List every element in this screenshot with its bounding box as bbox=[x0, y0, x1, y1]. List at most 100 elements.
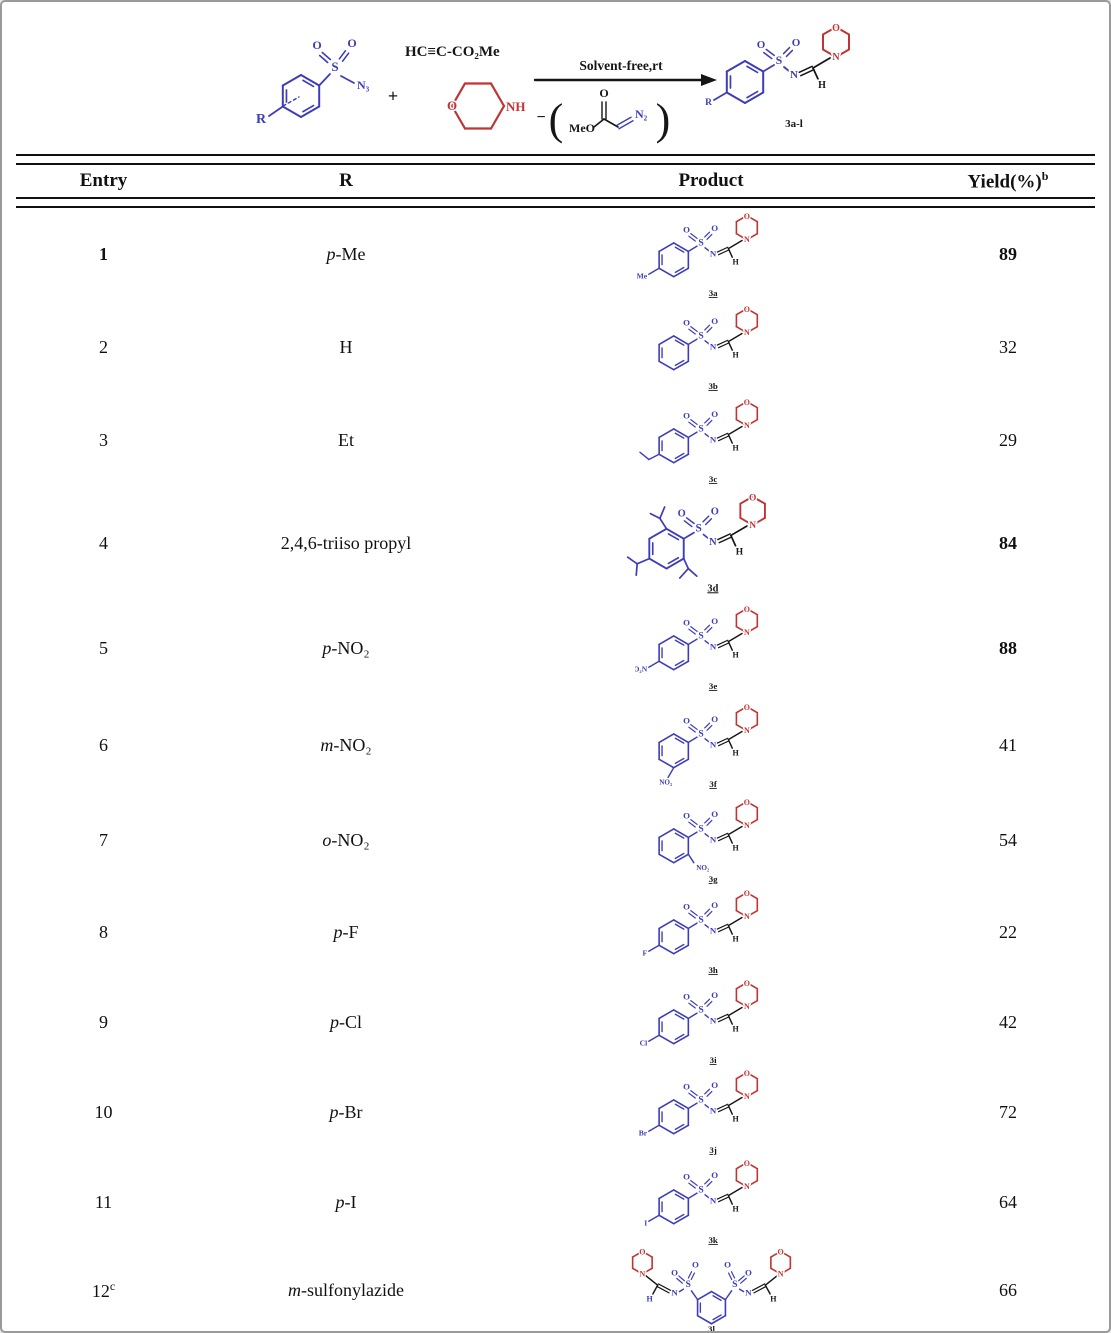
r-group-locant: m bbox=[288, 1279, 302, 1300]
results-table: Entry R Product Yield(%)b 1 p-Me S O O N H N O Me… bbox=[16, 154, 1095, 1331]
r-group-cell: p-NO₂ bbox=[191, 638, 501, 659]
entry-number: 9 bbox=[99, 1011, 108, 1032]
svg-text:NO₂: NO₂ bbox=[659, 778, 672, 786]
svg-text:S: S bbox=[698, 423, 703, 434]
svg-text:N: N bbox=[743, 1092, 749, 1101]
svg-text:O: O bbox=[711, 900, 718, 910]
svg-text:H: H bbox=[732, 1025, 739, 1034]
svg-text:O: O bbox=[749, 493, 756, 503]
svg-text:O: O bbox=[711, 1170, 718, 1180]
svg-text:N: N bbox=[743, 235, 749, 244]
header-entry: Entry bbox=[79, 170, 128, 191]
entry-cell: 9 bbox=[16, 1012, 191, 1033]
product-cell: S O O N H N O Me 3a bbox=[501, 210, 921, 300]
svg-text:O: O bbox=[832, 23, 840, 34]
table-row: 11 p-I S O O N H N O I 3k 64 bbox=[16, 1157, 1095, 1245]
entry-number: 3 bbox=[99, 430, 108, 450]
product-label: 3d bbox=[707, 583, 718, 594]
r-group-locant: p bbox=[333, 921, 343, 942]
r-group-cell: p-Cl bbox=[191, 1012, 501, 1033]
yield-cell: 89 bbox=[999, 244, 1017, 264]
yield-cell: 42 bbox=[999, 1011, 1017, 1032]
product-cell: S O O N H N O I 3k bbox=[501, 1157, 921, 1247]
svg-text:N: N bbox=[790, 69, 798, 81]
r-group-locant: p bbox=[326, 244, 336, 264]
product-label: 3a-l bbox=[785, 118, 803, 130]
product-label: 3k bbox=[708, 1235, 717, 1245]
product-cell: S O O N H N O 3d bbox=[501, 490, 921, 596]
svg-text:O: O bbox=[347, 36, 356, 50]
svg-text:O: O bbox=[683, 810, 690, 820]
r-group-locant: p bbox=[329, 1011, 339, 1032]
entry-number: 11 bbox=[94, 1191, 113, 1212]
table-row: 8 p-F S O O N H N O F 3h 22 bbox=[16, 887, 1095, 977]
svg-text:O: O bbox=[683, 618, 690, 628]
svg-text:I: I bbox=[644, 1218, 647, 1227]
svg-text:R: R bbox=[705, 98, 712, 108]
product-label: 3b bbox=[708, 380, 717, 390]
entry-number: 2 bbox=[99, 337, 108, 357]
svg-text:N₂: N₂ bbox=[635, 107, 648, 121]
svg-text:Cl: Cl bbox=[639, 1038, 647, 1047]
r-group-cell: H bbox=[191, 337, 501, 358]
reactant-sulfonyl-azide: R SO O N₃ bbox=[256, 35, 371, 128]
svg-text:S: S bbox=[331, 59, 338, 74]
header-yield-text: Yield(%) bbox=[967, 171, 1042, 193]
yield-cell: 72 bbox=[999, 1101, 1017, 1122]
svg-text:N: N bbox=[777, 1269, 783, 1278]
svg-text:O: O bbox=[743, 889, 749, 898]
svg-text:−: − bbox=[536, 109, 545, 126]
table-row: 6 m-NO₂ S O O N H N O NO₂ 3f 41 bbox=[16, 697, 1095, 794]
svg-text:H: H bbox=[732, 443, 739, 452]
svg-text:N: N bbox=[709, 1196, 716, 1206]
product-cell: S O O N H N O S O O N H N O 3l bbox=[501, 1245, 921, 1331]
r-group-locant: m bbox=[320, 735, 334, 755]
r-group-locant: p bbox=[329, 1101, 339, 1122]
svg-text:MeO: MeO bbox=[569, 121, 595, 135]
svg-text:O: O bbox=[683, 715, 690, 725]
header-product: Product bbox=[678, 170, 744, 191]
svg-text:N: N bbox=[709, 739, 716, 749]
svg-text:O: O bbox=[312, 38, 321, 52]
svg-text:N: N bbox=[743, 328, 749, 337]
product-cell: S O O N H N O Br 3j bbox=[501, 1067, 921, 1157]
yield-cell: 29 bbox=[999, 430, 1017, 450]
svg-text:S: S bbox=[732, 1279, 737, 1290]
r-group-cell: m-NO₂ bbox=[191, 735, 501, 756]
svg-text:H: H bbox=[732, 935, 739, 944]
svg-text:HC≡C-CO₂Me: HC≡C-CO₂Me bbox=[405, 44, 500, 60]
svg-text:O: O bbox=[743, 605, 749, 614]
entry-cell: 3 bbox=[16, 430, 191, 451]
r-group-name: -F bbox=[342, 921, 359, 942]
svg-text:N: N bbox=[743, 1002, 749, 1011]
entry-cell: 8 bbox=[16, 922, 191, 943]
header-yield: Yield(%)b bbox=[921, 169, 1095, 193]
table-row: 5p-NO₂SOONHNOO₂N3e88 bbox=[16, 599, 1095, 697]
yield-cell: 88 bbox=[999, 637, 1017, 658]
r-group-cell: p-F bbox=[191, 922, 501, 943]
svg-text:O: O bbox=[599, 86, 608, 100]
entry-number: 10 bbox=[94, 1101, 113, 1122]
product-label: 3f bbox=[709, 778, 717, 788]
entry-cell: 10 bbox=[16, 1102, 191, 1123]
svg-text:H: H bbox=[736, 547, 744, 557]
svg-text:N: N bbox=[709, 537, 717, 548]
product-label: 3e bbox=[708, 681, 716, 691]
r-group-name: H bbox=[339, 337, 353, 357]
r-group-name: Et bbox=[338, 430, 354, 450]
svg-text:O: O bbox=[743, 1159, 749, 1168]
svg-text:N: N bbox=[709, 834, 716, 844]
r-group-cell: m-sulfonylazide bbox=[191, 1280, 501, 1301]
svg-text:O: O bbox=[711, 315, 718, 325]
yield-cell: 84 bbox=[999, 532, 1017, 553]
svg-text:N: N bbox=[709, 341, 716, 351]
table-row: 4 2,4,6-triiso propyl S O O N H N O 3d 84 bbox=[16, 487, 1095, 599]
